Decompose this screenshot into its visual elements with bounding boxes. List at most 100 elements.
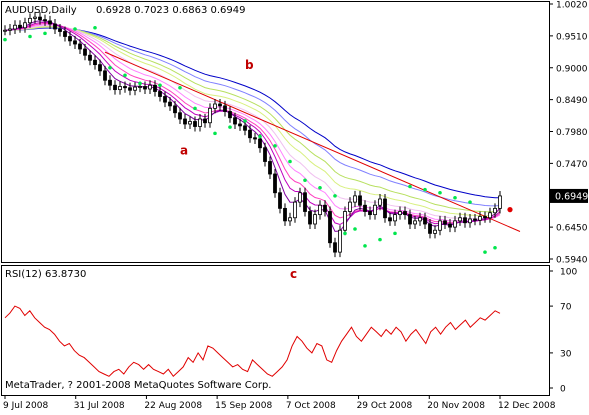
sar-dot xyxy=(288,159,292,164)
current-price-box xyxy=(550,188,588,203)
rsi-chart xyxy=(4,305,501,378)
candle-body xyxy=(413,220,417,225)
annotation-c: c xyxy=(290,267,297,281)
sar-dot xyxy=(3,37,7,42)
candle-body xyxy=(443,220,447,225)
candle-body xyxy=(348,201,352,212)
date-tick-label: 7 Oct 2008 xyxy=(286,401,336,411)
sar-dot xyxy=(273,144,277,148)
candle-body xyxy=(128,87,132,91)
date-tick-label: 31 Jul 2008 xyxy=(74,401,125,411)
sar-dot xyxy=(378,237,382,242)
rsi-tick-label: 0 xyxy=(560,385,566,395)
price-tick-label: 0.9510 xyxy=(556,32,588,42)
date-tick-label: 15 Sep 2008 xyxy=(215,401,272,411)
candle-body xyxy=(38,16,42,21)
candle-body xyxy=(493,207,497,214)
candle-body xyxy=(383,198,387,219)
candle-body xyxy=(218,103,222,107)
candle-body xyxy=(353,195,357,203)
candle-body xyxy=(143,86,147,90)
candle-body xyxy=(238,123,242,127)
candle-body xyxy=(123,86,127,89)
current-price-label: 0.6949 xyxy=(555,191,588,202)
ma-line-3 xyxy=(4,25,501,217)
candle-body xyxy=(33,16,37,19)
candle-body xyxy=(253,137,257,140)
candle-body xyxy=(173,105,177,114)
candle-body xyxy=(223,105,227,112)
ma-line-7 xyxy=(4,21,501,226)
annotation-b: b xyxy=(245,58,254,72)
candle-body xyxy=(203,118,207,124)
candle-body xyxy=(43,19,47,22)
candle-body xyxy=(28,17,32,24)
candle-body xyxy=(293,201,297,219)
candle-body xyxy=(258,138,262,149)
candle-body xyxy=(248,129,252,139)
ma-line-6 xyxy=(4,22,501,224)
candle-body xyxy=(58,28,62,32)
candle-body xyxy=(153,84,157,92)
candle-body xyxy=(228,111,232,119)
candle-body xyxy=(273,173,277,194)
candle-body xyxy=(208,107,212,124)
sar-dot xyxy=(243,119,247,123)
candle-body xyxy=(183,118,187,125)
candle-body xyxy=(148,84,152,90)
ma-line-1 xyxy=(4,26,501,207)
ma-line-2 xyxy=(4,26,501,213)
sar-dot xyxy=(108,65,112,70)
candle-body xyxy=(113,84,117,91)
ma-line-8 xyxy=(4,20,501,232)
sar-dot xyxy=(158,83,162,88)
candle-body xyxy=(178,112,182,120)
sar-dot xyxy=(123,73,127,78)
ma-line-4 xyxy=(4,24,501,220)
candle-body xyxy=(298,192,302,203)
candle-body xyxy=(188,121,192,125)
rsi-tick-label: 100 xyxy=(560,268,577,278)
chart-ohlc-values: 0.6928 0.7023 0.6863 0.6949 xyxy=(96,5,246,16)
sar-dot xyxy=(393,231,397,236)
candle-body xyxy=(83,48,87,56)
candle-body xyxy=(118,86,122,91)
sar-dot xyxy=(228,125,232,129)
sar-dot xyxy=(468,200,472,204)
candle-body xyxy=(263,147,267,162)
candle-body xyxy=(288,217,292,222)
candle-body xyxy=(483,216,487,219)
candle-body xyxy=(168,101,172,107)
candle-body xyxy=(453,220,457,228)
candle-body xyxy=(68,36,72,42)
candle-body xyxy=(268,161,272,175)
sar-dot xyxy=(363,244,367,248)
rsi-tick-label: 30 xyxy=(560,349,572,359)
candle-body xyxy=(378,198,382,206)
candle-body xyxy=(278,192,282,209)
candle-body xyxy=(373,204,377,216)
candle-body xyxy=(463,217,467,224)
sar-dot xyxy=(318,185,322,190)
candle-body xyxy=(93,59,97,66)
date-tick-label: 22 Aug 2008 xyxy=(144,401,202,411)
sar-dot xyxy=(353,227,357,231)
annotation-a: a xyxy=(180,144,188,158)
candle-body xyxy=(308,211,312,225)
candle-body xyxy=(468,218,472,224)
sar-dot xyxy=(258,134,262,139)
candle-body xyxy=(498,195,502,209)
ma-line-0 xyxy=(4,27,501,199)
candle-body xyxy=(103,70,107,81)
candle-body xyxy=(458,217,462,222)
candle-body xyxy=(318,204,322,216)
chart-symbol-label: AUDUSD,Daily xyxy=(5,5,77,16)
candle-body xyxy=(3,29,7,32)
sar-dot xyxy=(138,81,142,86)
price-chart xyxy=(3,12,521,258)
trendline xyxy=(104,51,521,232)
candle-body xyxy=(418,217,422,222)
price-tick-label: 0.7980 xyxy=(556,128,588,138)
candle-body xyxy=(448,223,452,228)
candle-body xyxy=(333,242,337,253)
